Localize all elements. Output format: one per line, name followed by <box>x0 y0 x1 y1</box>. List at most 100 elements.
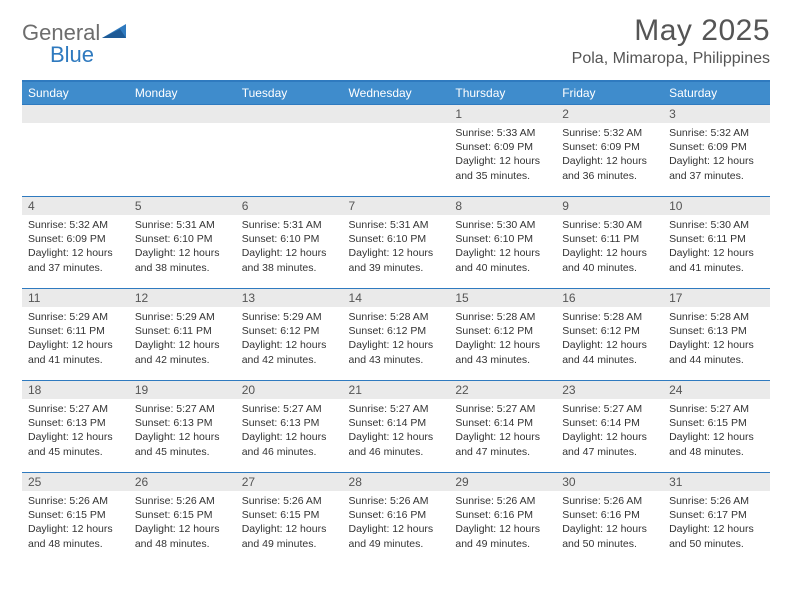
calendar-cell: 20Sunrise: 5:27 AMSunset: 6:13 PMDayligh… <box>236 381 343 473</box>
day-info: Sunrise: 5:29 AMSunset: 6:12 PMDaylight:… <box>236 307 343 370</box>
calendar-cell: 3Sunrise: 5:32 AMSunset: 6:09 PMDaylight… <box>663 105 770 197</box>
day-number: 28 <box>343 473 450 491</box>
day-number: 9 <box>556 197 663 215</box>
day-header: Friday <box>556 81 663 105</box>
day-info: Sunrise: 5:28 AMSunset: 6:13 PMDaylight:… <box>663 307 770 370</box>
calendar-cell <box>343 105 450 197</box>
day-number: 12 <box>129 289 236 307</box>
calendar-cell: 24Sunrise: 5:27 AMSunset: 6:15 PMDayligh… <box>663 381 770 473</box>
day-info: Sunrise: 5:26 AMSunset: 6:15 PMDaylight:… <box>22 491 129 554</box>
day-info: Sunrise: 5:26 AMSunset: 6:15 PMDaylight:… <box>236 491 343 554</box>
day-info: Sunrise: 5:31 AMSunset: 6:10 PMDaylight:… <box>129 215 236 278</box>
calendar-cell: 26Sunrise: 5:26 AMSunset: 6:15 PMDayligh… <box>129 473 236 565</box>
day-number: 31 <box>663 473 770 491</box>
day-number: 8 <box>449 197 556 215</box>
calendar-cell: 18Sunrise: 5:27 AMSunset: 6:13 PMDayligh… <box>22 381 129 473</box>
day-number: 27 <box>236 473 343 491</box>
day-header: Wednesday <box>343 81 450 105</box>
calendar-cell: 21Sunrise: 5:27 AMSunset: 6:14 PMDayligh… <box>343 381 450 473</box>
calendar-cell: 29Sunrise: 5:26 AMSunset: 6:16 PMDayligh… <box>449 473 556 565</box>
calendar-cell: 11Sunrise: 5:29 AMSunset: 6:11 PMDayligh… <box>22 289 129 381</box>
day-info: Sunrise: 5:27 AMSunset: 6:14 PMDaylight:… <box>343 399 450 462</box>
day-info: Sunrise: 5:30 AMSunset: 6:11 PMDaylight:… <box>556 215 663 278</box>
day-number: 7 <box>343 197 450 215</box>
day-number: 1 <box>449 105 556 123</box>
calendar-table: SundayMondayTuesdayWednesdayThursdayFrid… <box>22 80 770 565</box>
calendar-cell: 23Sunrise: 5:27 AMSunset: 6:14 PMDayligh… <box>556 381 663 473</box>
day-number: 3 <box>663 105 770 123</box>
day-info: Sunrise: 5:29 AMSunset: 6:11 PMDaylight:… <box>22 307 129 370</box>
day-number: 2 <box>556 105 663 123</box>
day-number: 6 <box>236 197 343 215</box>
day-number: 14 <box>343 289 450 307</box>
day-info: Sunrise: 5:33 AMSunset: 6:09 PMDaylight:… <box>449 123 556 186</box>
day-info: Sunrise: 5:27 AMSunset: 6:14 PMDaylight:… <box>449 399 556 462</box>
day-number: 20 <box>236 381 343 399</box>
day-number: 29 <box>449 473 556 491</box>
calendar-cell: 30Sunrise: 5:26 AMSunset: 6:16 PMDayligh… <box>556 473 663 565</box>
day-number: 21 <box>343 381 450 399</box>
day-number: 11 <box>22 289 129 307</box>
day-header: Monday <box>129 81 236 105</box>
day-number: 26 <box>129 473 236 491</box>
calendar-cell: 31Sunrise: 5:26 AMSunset: 6:17 PMDayligh… <box>663 473 770 565</box>
day-number: 25 <box>22 473 129 491</box>
calendar-cell: 28Sunrise: 5:26 AMSunset: 6:16 PMDayligh… <box>343 473 450 565</box>
day-number: 16 <box>556 289 663 307</box>
day-info: Sunrise: 5:31 AMSunset: 6:10 PMDaylight:… <box>236 215 343 278</box>
day-info: Sunrise: 5:27 AMSunset: 6:13 PMDaylight:… <box>129 399 236 462</box>
day-info: Sunrise: 5:28 AMSunset: 6:12 PMDaylight:… <box>343 307 450 370</box>
calendar-cell: 22Sunrise: 5:27 AMSunset: 6:14 PMDayligh… <box>449 381 556 473</box>
calendar-cell: 17Sunrise: 5:28 AMSunset: 6:13 PMDayligh… <box>663 289 770 381</box>
calendar-cell: 8Sunrise: 5:30 AMSunset: 6:10 PMDaylight… <box>449 197 556 289</box>
calendar-cell: 4Sunrise: 5:32 AMSunset: 6:09 PMDaylight… <box>22 197 129 289</box>
day-info: Sunrise: 5:30 AMSunset: 6:10 PMDaylight:… <box>449 215 556 278</box>
day-number: 19 <box>129 381 236 399</box>
calendar-cell: 6Sunrise: 5:31 AMSunset: 6:10 PMDaylight… <box>236 197 343 289</box>
calendar-cell <box>236 105 343 197</box>
calendar-cell: 14Sunrise: 5:28 AMSunset: 6:12 PMDayligh… <box>343 289 450 381</box>
calendar-cell: 2Sunrise: 5:32 AMSunset: 6:09 PMDaylight… <box>556 105 663 197</box>
calendar-cell <box>129 105 236 197</box>
day-info: Sunrise: 5:27 AMSunset: 6:13 PMDaylight:… <box>22 399 129 462</box>
day-info: Sunrise: 5:32 AMSunset: 6:09 PMDaylight:… <box>556 123 663 186</box>
calendar-cell: 25Sunrise: 5:26 AMSunset: 6:15 PMDayligh… <box>22 473 129 565</box>
calendar-cell: 19Sunrise: 5:27 AMSunset: 6:13 PMDayligh… <box>129 381 236 473</box>
day-info: Sunrise: 5:27 AMSunset: 6:15 PMDaylight:… <box>663 399 770 462</box>
calendar-cell <box>22 105 129 197</box>
day-number: 22 <box>449 381 556 399</box>
day-info: Sunrise: 5:26 AMSunset: 6:17 PMDaylight:… <box>663 491 770 554</box>
day-number: 17 <box>663 289 770 307</box>
day-info: Sunrise: 5:32 AMSunset: 6:09 PMDaylight:… <box>22 215 129 278</box>
calendar-cell: 16Sunrise: 5:28 AMSunset: 6:12 PMDayligh… <box>556 289 663 381</box>
day-number: 30 <box>556 473 663 491</box>
day-number: 5 <box>129 197 236 215</box>
day-number: 15 <box>449 289 556 307</box>
day-info: Sunrise: 5:26 AMSunset: 6:16 PMDaylight:… <box>556 491 663 554</box>
day-header: Tuesday <box>236 81 343 105</box>
day-info: Sunrise: 5:32 AMSunset: 6:09 PMDaylight:… <box>663 123 770 186</box>
day-info: Sunrise: 5:31 AMSunset: 6:10 PMDaylight:… <box>343 215 450 278</box>
day-info: Sunrise: 5:26 AMSunset: 6:16 PMDaylight:… <box>449 491 556 554</box>
day-number: 23 <box>556 381 663 399</box>
day-info: Sunrise: 5:29 AMSunset: 6:11 PMDaylight:… <box>129 307 236 370</box>
day-header: Thursday <box>449 81 556 105</box>
day-info: Sunrise: 5:28 AMSunset: 6:12 PMDaylight:… <box>556 307 663 370</box>
day-number: 18 <box>22 381 129 399</box>
calendar-cell: 13Sunrise: 5:29 AMSunset: 6:12 PMDayligh… <box>236 289 343 381</box>
calendar-cell: 10Sunrise: 5:30 AMSunset: 6:11 PMDayligh… <box>663 197 770 289</box>
day-header: Saturday <box>663 81 770 105</box>
day-number: 13 <box>236 289 343 307</box>
calendar-cell: 12Sunrise: 5:29 AMSunset: 6:11 PMDayligh… <box>129 289 236 381</box>
day-info: Sunrise: 5:27 AMSunset: 6:13 PMDaylight:… <box>236 399 343 462</box>
day-number: 4 <box>22 197 129 215</box>
calendar-cell: 15Sunrise: 5:28 AMSunset: 6:12 PMDayligh… <box>449 289 556 381</box>
calendar-cell: 9Sunrise: 5:30 AMSunset: 6:11 PMDaylight… <box>556 197 663 289</box>
calendar-cell: 5Sunrise: 5:31 AMSunset: 6:10 PMDaylight… <box>129 197 236 289</box>
day-info: Sunrise: 5:30 AMSunset: 6:11 PMDaylight:… <box>663 215 770 278</box>
calendar-cell: 27Sunrise: 5:26 AMSunset: 6:15 PMDayligh… <box>236 473 343 565</box>
day-number: 10 <box>663 197 770 215</box>
day-header: Sunday <box>22 81 129 105</box>
calendar-cell: 1Sunrise: 5:33 AMSunset: 6:09 PMDaylight… <box>449 105 556 197</box>
logo-text-2: Blue <box>50 42 94 67</box>
